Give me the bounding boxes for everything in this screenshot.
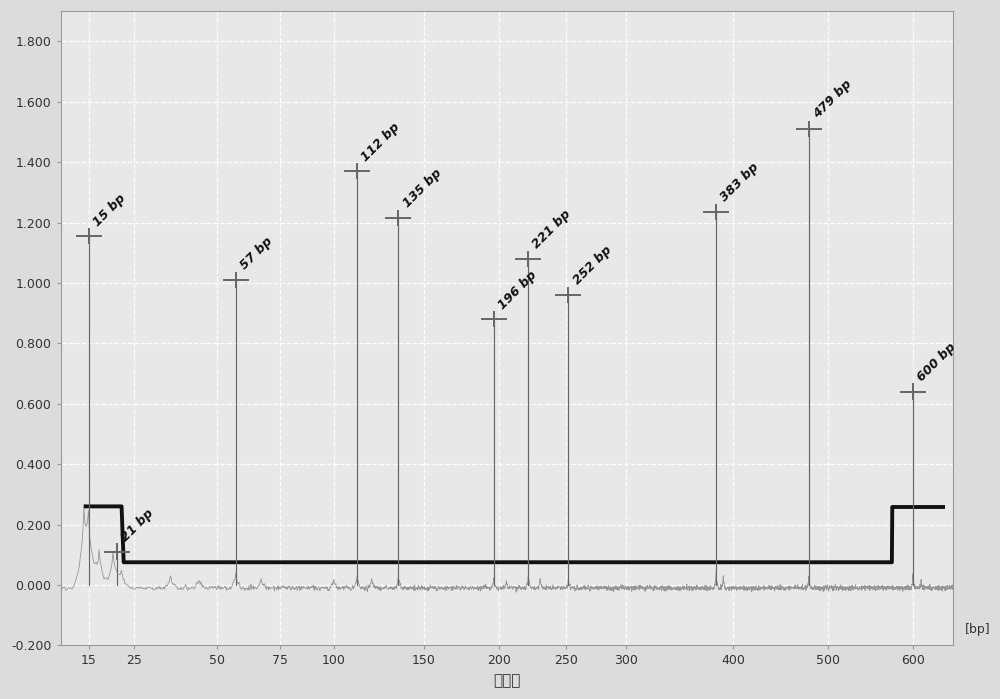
Text: 15 bp: 15 bp [91, 191, 128, 229]
Text: 196 bp: 196 bp [496, 268, 539, 312]
Text: 479 bp: 479 bp [811, 78, 854, 122]
X-axis label: 峰大小: 峰大小 [493, 673, 520, 688]
Text: 252 bp: 252 bp [570, 244, 614, 287]
Text: 21 bp: 21 bp [119, 507, 157, 544]
Text: 57 bp: 57 bp [238, 235, 275, 273]
Text: 383 bp: 383 bp [718, 161, 762, 204]
Text: 112 bp: 112 bp [359, 120, 403, 164]
Text: 600 bp: 600 bp [915, 340, 958, 384]
Text: 135 bp: 135 bp [400, 167, 444, 210]
Text: 221 bp: 221 bp [530, 208, 574, 251]
Text: [bp]: [bp] [965, 624, 990, 636]
